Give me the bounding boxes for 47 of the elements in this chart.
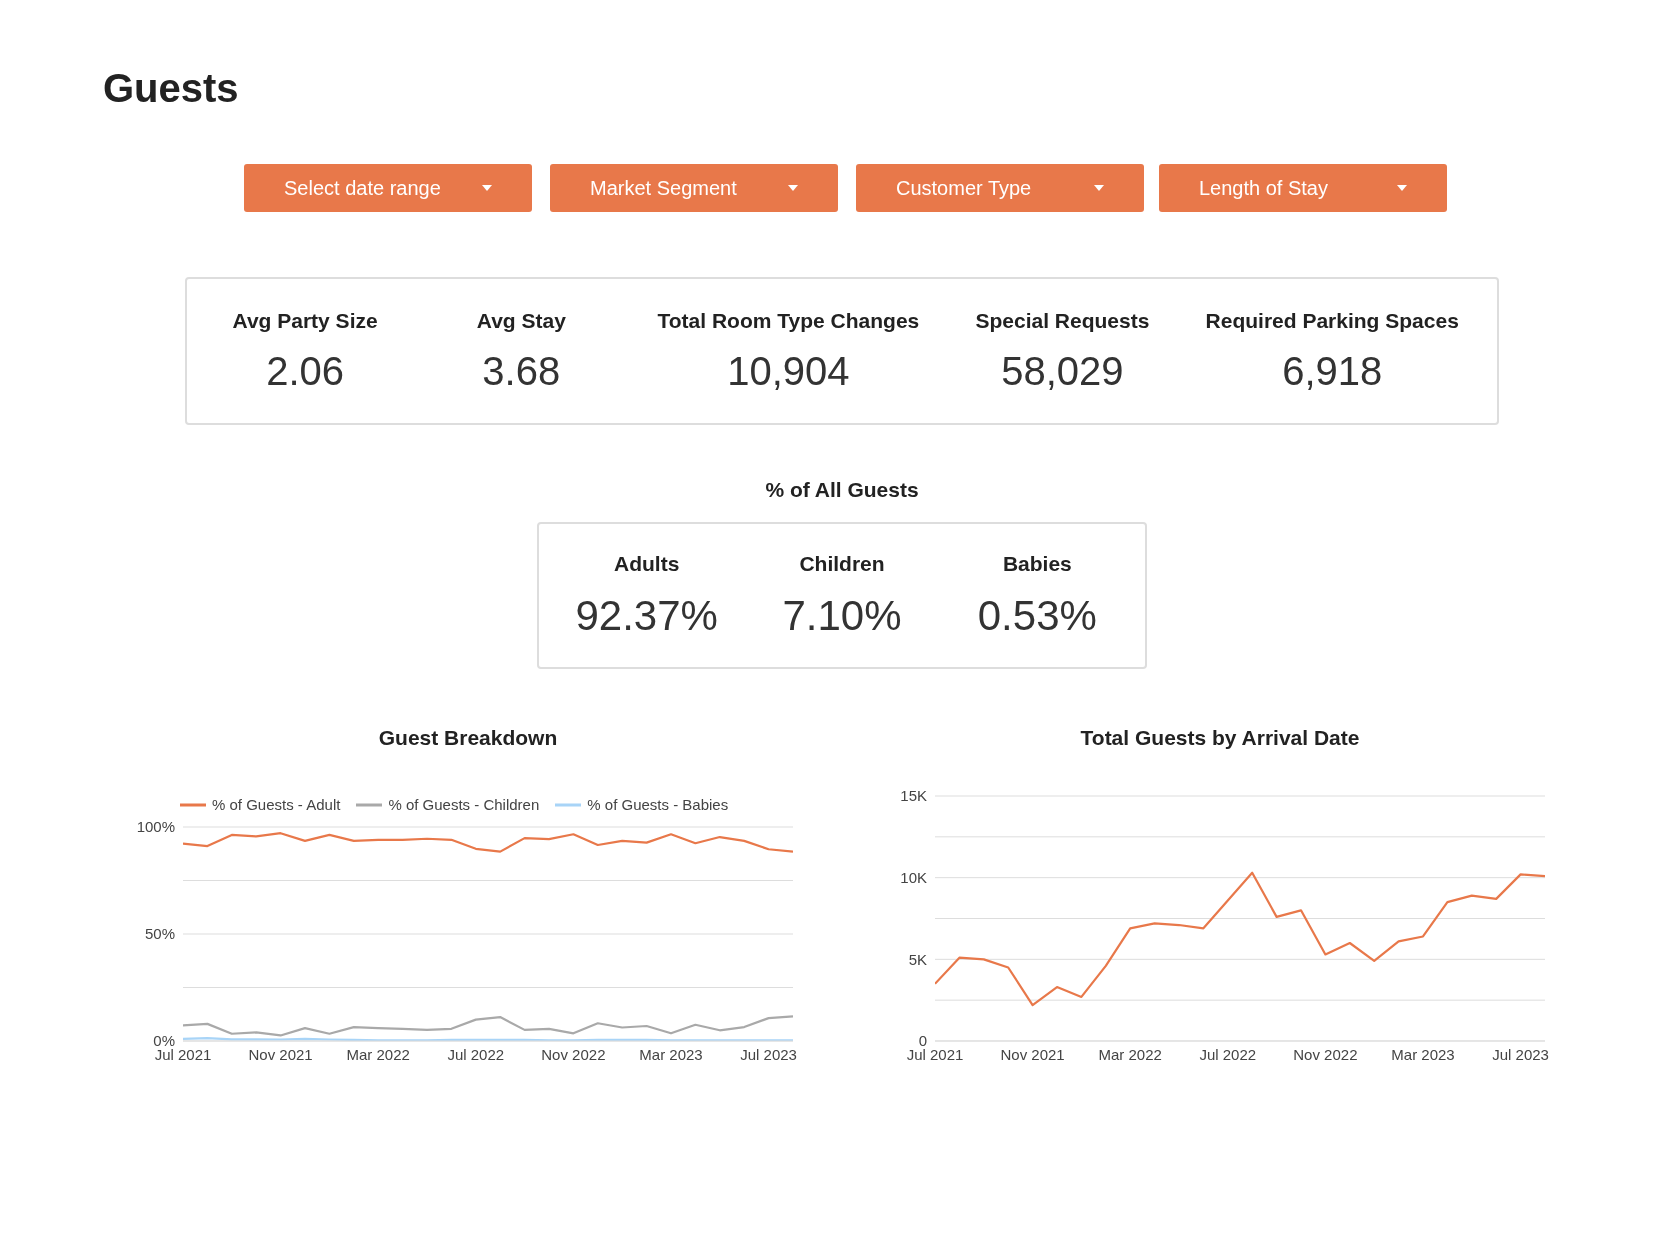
text: 3.68 (482, 348, 561, 393)
text: Babies (1002, 551, 1072, 575)
x-tick-label: Nov 2021 (248, 1045, 313, 1063)
x-tick-label: Jul 2022 (447, 1045, 505, 1063)
line-series (183, 832, 793, 853)
text: Guests (103, 66, 239, 110)
dropdown: Customer Type (856, 164, 1144, 212)
y-tick-label: 5K (908, 950, 927, 968)
x-tick-label: Mar 2023 (1391, 1045, 1455, 1063)
y-tick-label: 100% (136, 818, 175, 836)
legend-label: % of Guests - Babies (587, 796, 729, 813)
text: 2.06 (266, 348, 345, 393)
y-tick-label: 10K (900, 868, 927, 886)
dropdown: Select date range (244, 164, 532, 212)
text: Avg Stay (476, 308, 566, 332)
line-series (935, 871, 1545, 1007)
text: 0.53% (977, 591, 1097, 639)
x-tick-label: Nov 2022 (541, 1045, 606, 1063)
chart-title: Total Guests by Arrival Date (1080, 726, 1360, 749)
x-tick-label: Jul 2023 (1492, 1045, 1549, 1063)
x-tick-label: Mar 2022 (346, 1045, 410, 1063)
x-tick-label: Nov 2021 (1000, 1045, 1065, 1063)
y-tick-label: 50% (144, 925, 175, 943)
legend-label: % of Guests - Adult (212, 796, 341, 813)
text: 10,904 (727, 348, 850, 393)
dropdown: Length of Stay (1159, 164, 1447, 212)
x-tick-label: Jul 2022 (1199, 1045, 1257, 1063)
text: 92.37% (575, 591, 718, 639)
x-tick-label: Mar 2022 (1098, 1045, 1162, 1063)
legend-label: % of Guests - Children (388, 796, 540, 813)
dropdown: Market Segment (550, 164, 838, 212)
text: Special Requests (975, 308, 1150, 332)
text: Total Room Type Changes (657, 308, 920, 332)
text: 6,918 (1282, 348, 1383, 393)
x-tick-label: Jul 2023 (740, 1045, 797, 1063)
text: Adults (613, 551, 680, 575)
chart-title: Guest Breakdown (378, 726, 558, 749)
x-tick-label: Nov 2022 (1293, 1045, 1358, 1063)
line-series (183, 1015, 793, 1037)
text: Avg Party Size (232, 308, 378, 332)
text: 7.10% (782, 591, 902, 639)
text: % of All Guests (765, 478, 919, 501)
text: Required Parking Spaces (1205, 308, 1459, 332)
text: Children (799, 551, 885, 575)
y-tick-label: 15K (900, 787, 927, 805)
x-tick-label: Mar 2023 (639, 1045, 703, 1063)
text: 58,029 (1001, 348, 1124, 393)
